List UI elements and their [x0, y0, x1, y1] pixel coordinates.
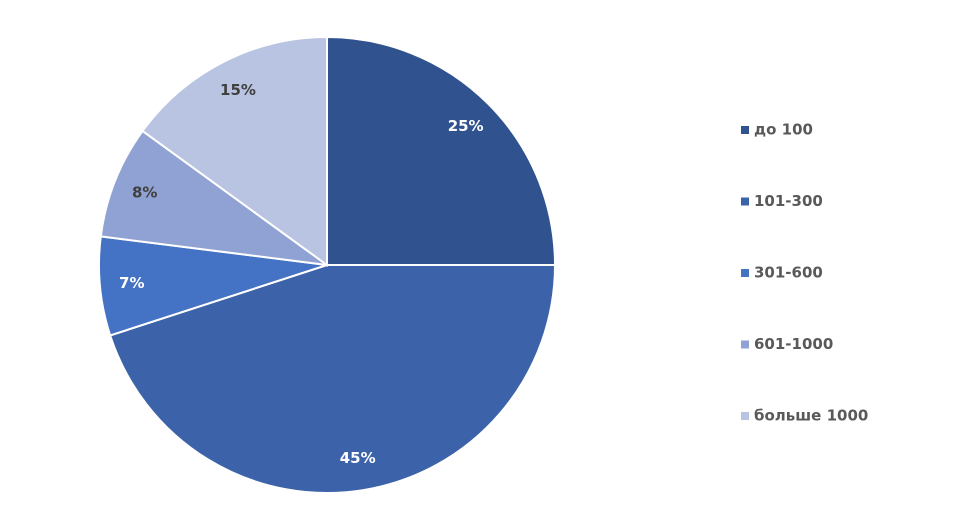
legend-marker — [741, 340, 749, 349]
pie-slice — [108, 264, 557, 494]
pie-slice — [326, 35, 557, 266]
pie-slice — [141, 35, 328, 267]
legend-label: 601-1000 — [754, 335, 833, 353]
legend-marker — [741, 126, 749, 134]
legend-label: больше 1000 — [754, 407, 868, 425]
data-label: 8% — [132, 183, 157, 201]
legend-label: 301-600 — [754, 264, 823, 282]
legend-marker — [741, 412, 749, 420]
legend-marker — [741, 197, 749, 206]
data-label: 45% — [340, 449, 376, 467]
data-label: 25% — [448, 117, 484, 135]
pie-slice — [99, 129, 328, 266]
legend-label: 101-300 — [754, 192, 823, 210]
legend-label: до 100 — [754, 121, 813, 139]
data-label: 15% — [220, 81, 256, 99]
data-label: 7% — [119, 274, 144, 292]
legend-marker — [741, 269, 749, 277]
